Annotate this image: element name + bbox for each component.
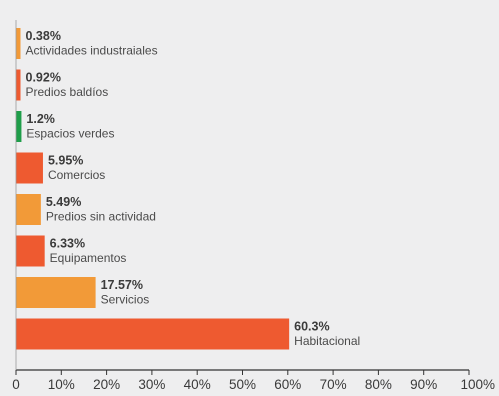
category-label: Habitacional (294, 334, 360, 348)
bar (16, 152, 43, 184)
category-label: Espacios verdes (26, 127, 114, 141)
bar (16, 28, 21, 59)
x-tick-label: 70% (320, 377, 347, 392)
bar (16, 277, 96, 308)
bar (16, 69, 21, 101)
category-label: Predios sin actividad (46, 210, 156, 224)
category-label: Actividades industraiales (26, 44, 158, 58)
x-tick-label: 60% (274, 377, 301, 392)
x-tick-label: 50% (229, 377, 256, 392)
category-label: Servicios (101, 293, 150, 307)
bar (16, 318, 290, 350)
category-label: Comercios (48, 168, 105, 182)
x-tick-label: 20% (93, 377, 120, 392)
x-tick-label: 100% (460, 377, 495, 392)
value-label: 5.95% (48, 154, 83, 168)
value-label: 0.92% (26, 71, 61, 85)
value-label: 17.57% (101, 278, 143, 292)
value-label: 5.49% (46, 195, 81, 209)
bar (16, 194, 41, 225)
category-label: Equipamentos (50, 251, 127, 265)
x-tick-label: 30% (138, 377, 165, 392)
value-label: 0.38% (26, 29, 61, 43)
x-tick-label: 40% (184, 377, 211, 392)
value-label: 1.2% (26, 112, 55, 126)
x-tick-label: 80% (365, 377, 392, 392)
bar (16, 235, 45, 267)
x-tick-label: 0 (12, 377, 20, 392)
x-tick-label: 90% (410, 377, 437, 392)
x-tick-label: 10% (48, 377, 75, 392)
category-label: Predios baldíos (26, 85, 109, 99)
value-label: 6.33% (50, 237, 85, 251)
value-label: 60.3% (294, 320, 329, 334)
bar (16, 111, 22, 142)
